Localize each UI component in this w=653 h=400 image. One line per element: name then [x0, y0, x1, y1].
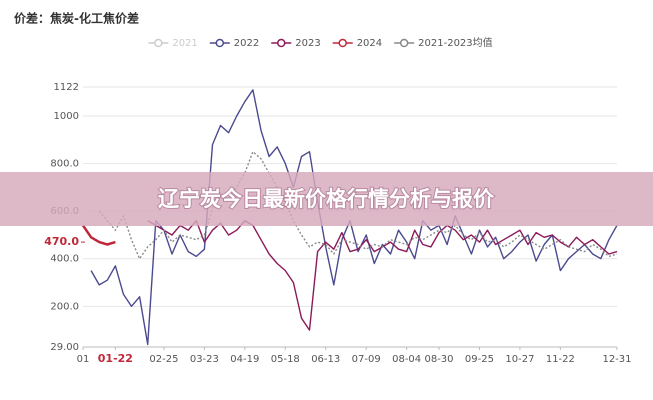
- y-tick-label: 800.0: [50, 159, 79, 170]
- plot-area: 29.00200.0400.0600.0800.0100011220101-22…: [44, 82, 631, 365]
- x-tick-label: 08-04: [392, 354, 421, 365]
- series-line: [90, 89, 618, 346]
- legend-label: 2023: [295, 38, 320, 49]
- x-tick-label: 02-25: [149, 354, 178, 365]
- y-tick-label: 1122: [54, 82, 79, 93]
- legend: 2021 2022 2023 2024 2021-2023均值: [148, 36, 493, 49]
- x-tick-label: 03-23: [190, 354, 219, 365]
- legend-marker: [154, 38, 163, 48]
- x-tick-label: 05-18: [271, 354, 300, 365]
- banner-band: [0, 172, 653, 226]
- legend-label: 2024: [357, 38, 382, 49]
- annotation: 470.0: [44, 235, 79, 248]
- series-line: [98, 151, 618, 260]
- legend-label: 2022: [234, 38, 259, 49]
- y-tick-label: 1000: [54, 111, 79, 122]
- series-line: [81, 224, 116, 246]
- x-tick-label: 10-27: [505, 354, 534, 365]
- x-tick-label: 11-22: [546, 354, 575, 365]
- x-tick-label: 07-09: [352, 354, 381, 365]
- x-tick-label: 09-25: [465, 354, 494, 365]
- x-tick-label: 08-30: [424, 354, 453, 365]
- legend-marker: [338, 38, 347, 48]
- x-tick-label: 01: [77, 354, 90, 365]
- y-tick-label: 400.0: [50, 254, 79, 265]
- legend-label: 2021-2023均值: [418, 36, 493, 49]
- x-tick-label: 12-31: [602, 354, 631, 365]
- banner: 辽宁炭今日最新价格行情分析与报价: [0, 172, 653, 226]
- series-line: [147, 220, 618, 331]
- x-tick-label: 06-13: [311, 354, 340, 365]
- x-tick-label: 04-19: [230, 354, 259, 365]
- chart-title: 价差：焦炭-化工焦价差: [14, 11, 139, 26]
- banner-text: 辽宁炭今日最新价格行情分析与报价: [158, 187, 495, 211]
- legend-marker: [215, 38, 225, 48]
- legend-marker: [276, 38, 286, 48]
- y-tick-label: 200.0: [50, 301, 79, 312]
- y-tick-label: 29.00: [50, 342, 79, 353]
- x-tick-label: 01-22: [98, 352, 133, 365]
- legend-label: 2021: [172, 38, 197, 49]
- legend-marker: [399, 38, 409, 48]
